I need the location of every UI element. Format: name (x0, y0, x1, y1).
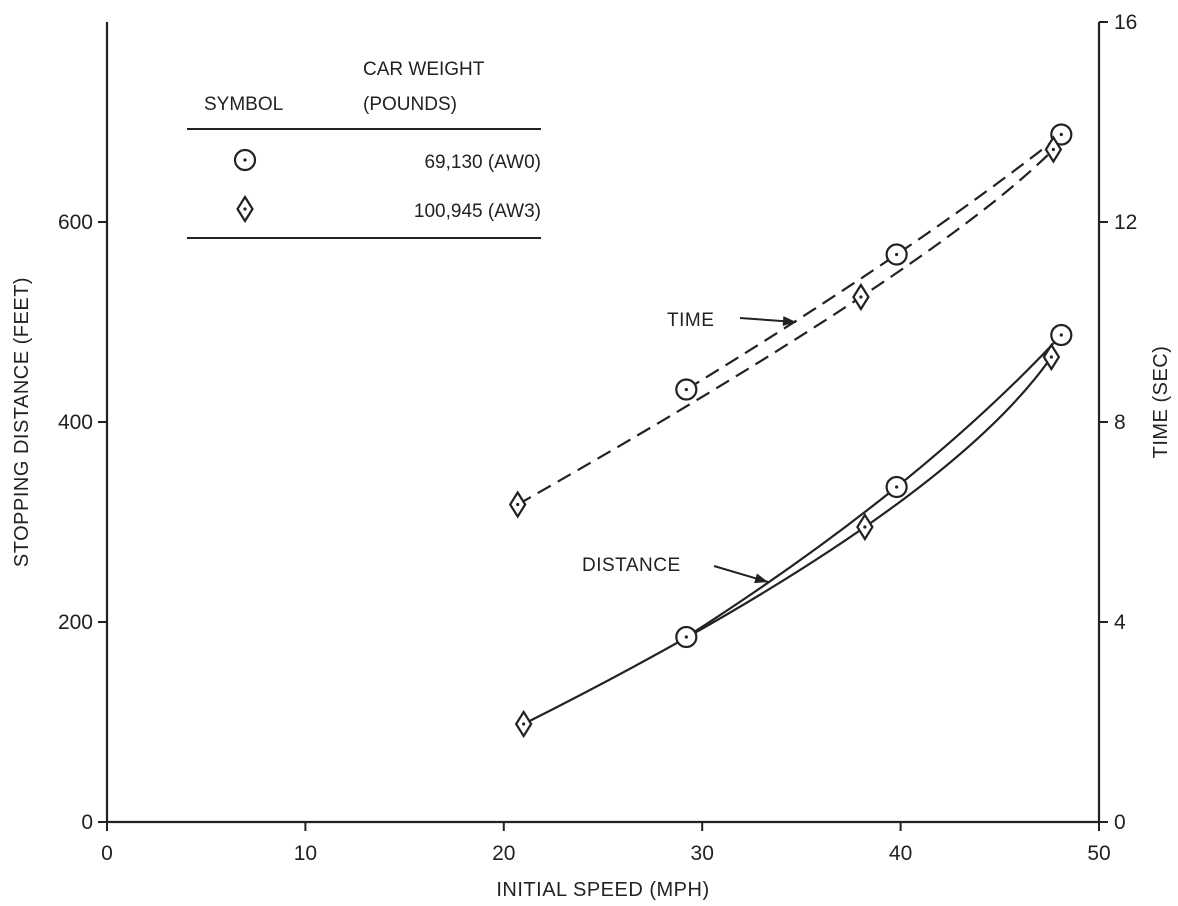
y2-axis-title: TIME (SEC) (1150, 346, 1172, 459)
legend-header-symbol: SYMBOL (204, 94, 283, 115)
legend-circle-symbol (233, 148, 257, 172)
markers (508, 123, 1073, 739)
distance-circle-line (685, 334, 1063, 638)
x-tick-label: 30 (691, 842, 714, 865)
time-annotation: TIME (667, 310, 714, 331)
y-tick-label: 600 (58, 211, 93, 234)
y-tick-label: 400 (58, 411, 93, 434)
y2-tick-label: 12 (1114, 211, 1137, 234)
time-circle-point (1050, 123, 1073, 146)
y-tick-label: 0 (81, 811, 93, 834)
legend-header-weight: CAR WEIGHT (363, 59, 485, 80)
x-tick-label: 40 (889, 842, 912, 865)
distance-diamond-point (856, 512, 874, 542)
y-axis-title: STOPPING DISTANCE (FEET) (11, 277, 33, 567)
distance-diamond-point (1042, 342, 1061, 372)
legend: SYMBOL CAR WEIGHT (POUNDS) 69,130 (AW0) … (187, 59, 541, 239)
x-tick-label: 20 (492, 842, 515, 865)
y2-tick-label: 4 (1114, 611, 1126, 634)
annotations: TIME DISTANCE (582, 310, 797, 584)
legend-entry-aw0: 69,130 (AW0) (424, 152, 541, 173)
distance-circle-point (675, 625, 698, 649)
x-tick-label: 50 (1087, 842, 1110, 865)
x-tick-label: 10 (294, 842, 317, 865)
legend-circle-marker (233, 148, 257, 172)
y2-tick-label: 16 (1114, 11, 1137, 34)
series (517, 133, 1063, 725)
axes (105, 22, 1101, 824)
distance-diamond-line (523, 356, 1053, 725)
distance-arrow-icon (713, 565, 769, 584)
time-circle-point (885, 243, 908, 266)
legend-diamond-symbol (236, 194, 254, 224)
y2-tick-label: 8 (1114, 411, 1126, 434)
distance-circle-point (1050, 323, 1073, 347)
time-diamond-point (852, 282, 870, 312)
x-tick-label: 0 (101, 842, 113, 865)
distance-circle-point (885, 475, 908, 499)
time-circle-line (685, 133, 1062, 391)
y-tick-label: 200 (58, 611, 93, 634)
time-diamond-point (1044, 135, 1063, 164)
distance-diamond-point (514, 709, 533, 739)
y2-tick-label: 0 (1114, 811, 1126, 834)
time-diamond-point (508, 490, 527, 519)
x-axis-title: INITIAL SPEED (MPH) (496, 879, 709, 901)
time-circle-point (675, 378, 698, 401)
distance-annotation: DISTANCE (582, 555, 681, 576)
legend-header-weight-unit: (POUNDS) (363, 94, 457, 115)
legend-diamond-marker (236, 194, 254, 224)
time-arrow-icon (739, 316, 797, 327)
legend-entry-aw3: 100,945 (AW3) (414, 201, 541, 222)
